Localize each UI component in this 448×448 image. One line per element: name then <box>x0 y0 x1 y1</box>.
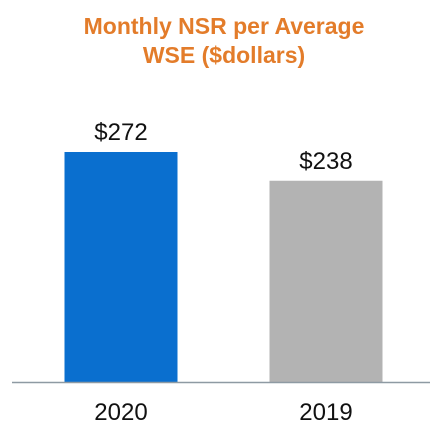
bar-2020 <box>64 152 178 382</box>
bars-layer <box>64 152 383 382</box>
chart-title-line-1: Monthly NSR per Average <box>83 13 365 39</box>
value-label-2019: $238 <box>299 148 352 175</box>
x-tick-label-2019: 2019 <box>299 399 352 426</box>
bar-2019 <box>269 180 383 382</box>
chart-title-line-2: WSE ($dollars) <box>142 42 306 68</box>
value-label-2020: $272 <box>94 119 147 146</box>
x-tick-label-2020: 2020 <box>94 399 147 426</box>
chart-title: Monthly NSR per Average WSE ($dollars) <box>0 12 448 70</box>
x-tick-labels-layer: 2020 2019 <box>94 399 352 426</box>
value-labels-layer: $272 $238 <box>94 119 352 175</box>
